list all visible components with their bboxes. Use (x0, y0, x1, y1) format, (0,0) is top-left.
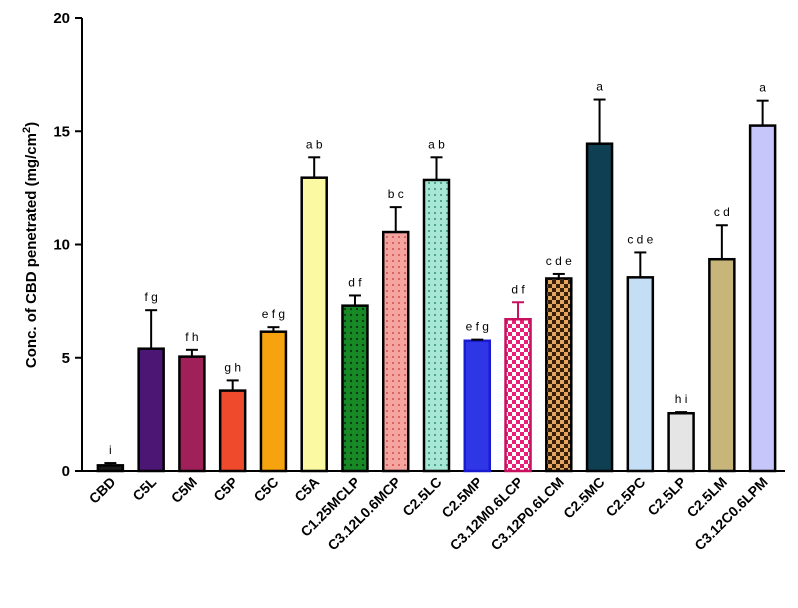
category-label-C2.5LC: C2.5LC (399, 474, 444, 519)
bar-C3.12L0.6MCP (381, 230, 410, 473)
y-tick-label: 0 (62, 463, 70, 480)
category-label-C2.5LP: C2.5LP (644, 474, 689, 519)
category-label-C3.12M0.6LCP: C3.12M0.6LCP (447, 474, 527, 554)
significance-label-C1.25MCLP: d f (348, 275, 362, 289)
bar-C2.5MP (463, 339, 492, 473)
category-label-C3.12L0.6MCP: C3.12L0.6MCP (324, 474, 404, 554)
significance-label-C3.12C0.6LPM: a (759, 81, 766, 95)
category-label-CBD: CBD (86, 474, 119, 507)
significance-label-C3.12L0.6MCP: b c (388, 187, 404, 201)
bar-C5A (300, 176, 328, 473)
category-label-C3.12P0.6LCM: C3.12P0.6LCM (487, 474, 567, 554)
significance-label-C3.12P0.6LCM: c d e (546, 254, 572, 268)
significance-label-C5C: e f g (262, 307, 285, 321)
significance-label-C2.5LP: h i (675, 392, 688, 406)
significance-label-C2.5LM: c d (714, 205, 730, 219)
y-tick-label: 10 (53, 237, 70, 254)
significance-label-C2.5LC: a b (428, 137, 445, 151)
significance-label-C3.12M0.6LCP: d f (511, 282, 525, 296)
bar-C3.12M0.6LCP (504, 317, 532, 473)
bar-CBD (96, 464, 125, 473)
category-label-C2.5MC: C2.5MC (560, 474, 608, 522)
bar-C5C (259, 330, 288, 473)
bar-C5M (178, 355, 206, 473)
bar-C2.5LM (708, 257, 736, 473)
bar-C5L (137, 347, 165, 473)
bar-C3.12C0.6LPM (748, 124, 777, 473)
category-label-C5L: C5L (129, 473, 159, 503)
significance-labels: i f g f h g h e f g a b d f b c a b e f g d f c d e… (109, 80, 766, 458)
significance-label-C2.5MP: e f g (466, 320, 489, 334)
bar-C2.5LC (422, 178, 451, 473)
category-label-C5P: C5P (210, 474, 241, 505)
category-labels: CBD C5L C5M C5P C5C C5AC1.25MCLPC3.12L0.6MCPC… (86, 473, 771, 553)
error-bars (104, 98, 769, 466)
category-label-C5M: C5M (168, 474, 200, 506)
significance-label-C2.5MC: a (596, 80, 603, 94)
category-label-C5A: C5A (291, 474, 322, 505)
bar-C3.12P0.6LCM (545, 277, 573, 473)
significance-label-C5P: g h (224, 360, 241, 374)
bar-C1.25MCLP (341, 304, 369, 473)
bar-C2.5LP (667, 411, 695, 473)
significance-label-C2.5PC: c d e (627, 232, 653, 246)
y-ticks: 0 5 10 15 20 (53, 10, 82, 480)
significance-label-CBD: i (109, 443, 112, 457)
category-label-C5C: C5C (250, 474, 281, 505)
category-label-C2.5PC: C2.5PC (602, 474, 648, 520)
significance-label-C5L: f g (144, 290, 157, 304)
significance-label-C5M: f h (185, 330, 198, 344)
bar-C5P (218, 389, 247, 473)
bar-C2.5MC (585, 142, 614, 473)
y-axis-label: Conc. of CBD penetrated (mg/cm2) (21, 122, 40, 368)
significance-label-C5A: a b (306, 137, 323, 151)
y-tick-label: 5 (62, 350, 70, 367)
category-label-C3.12C0.6LPM: C3.12C0.6LPM (691, 474, 771, 554)
y-tick-label: 15 (53, 123, 70, 140)
bar-C2.5PC (626, 276, 655, 473)
y-tick-label: 20 (53, 10, 70, 27)
